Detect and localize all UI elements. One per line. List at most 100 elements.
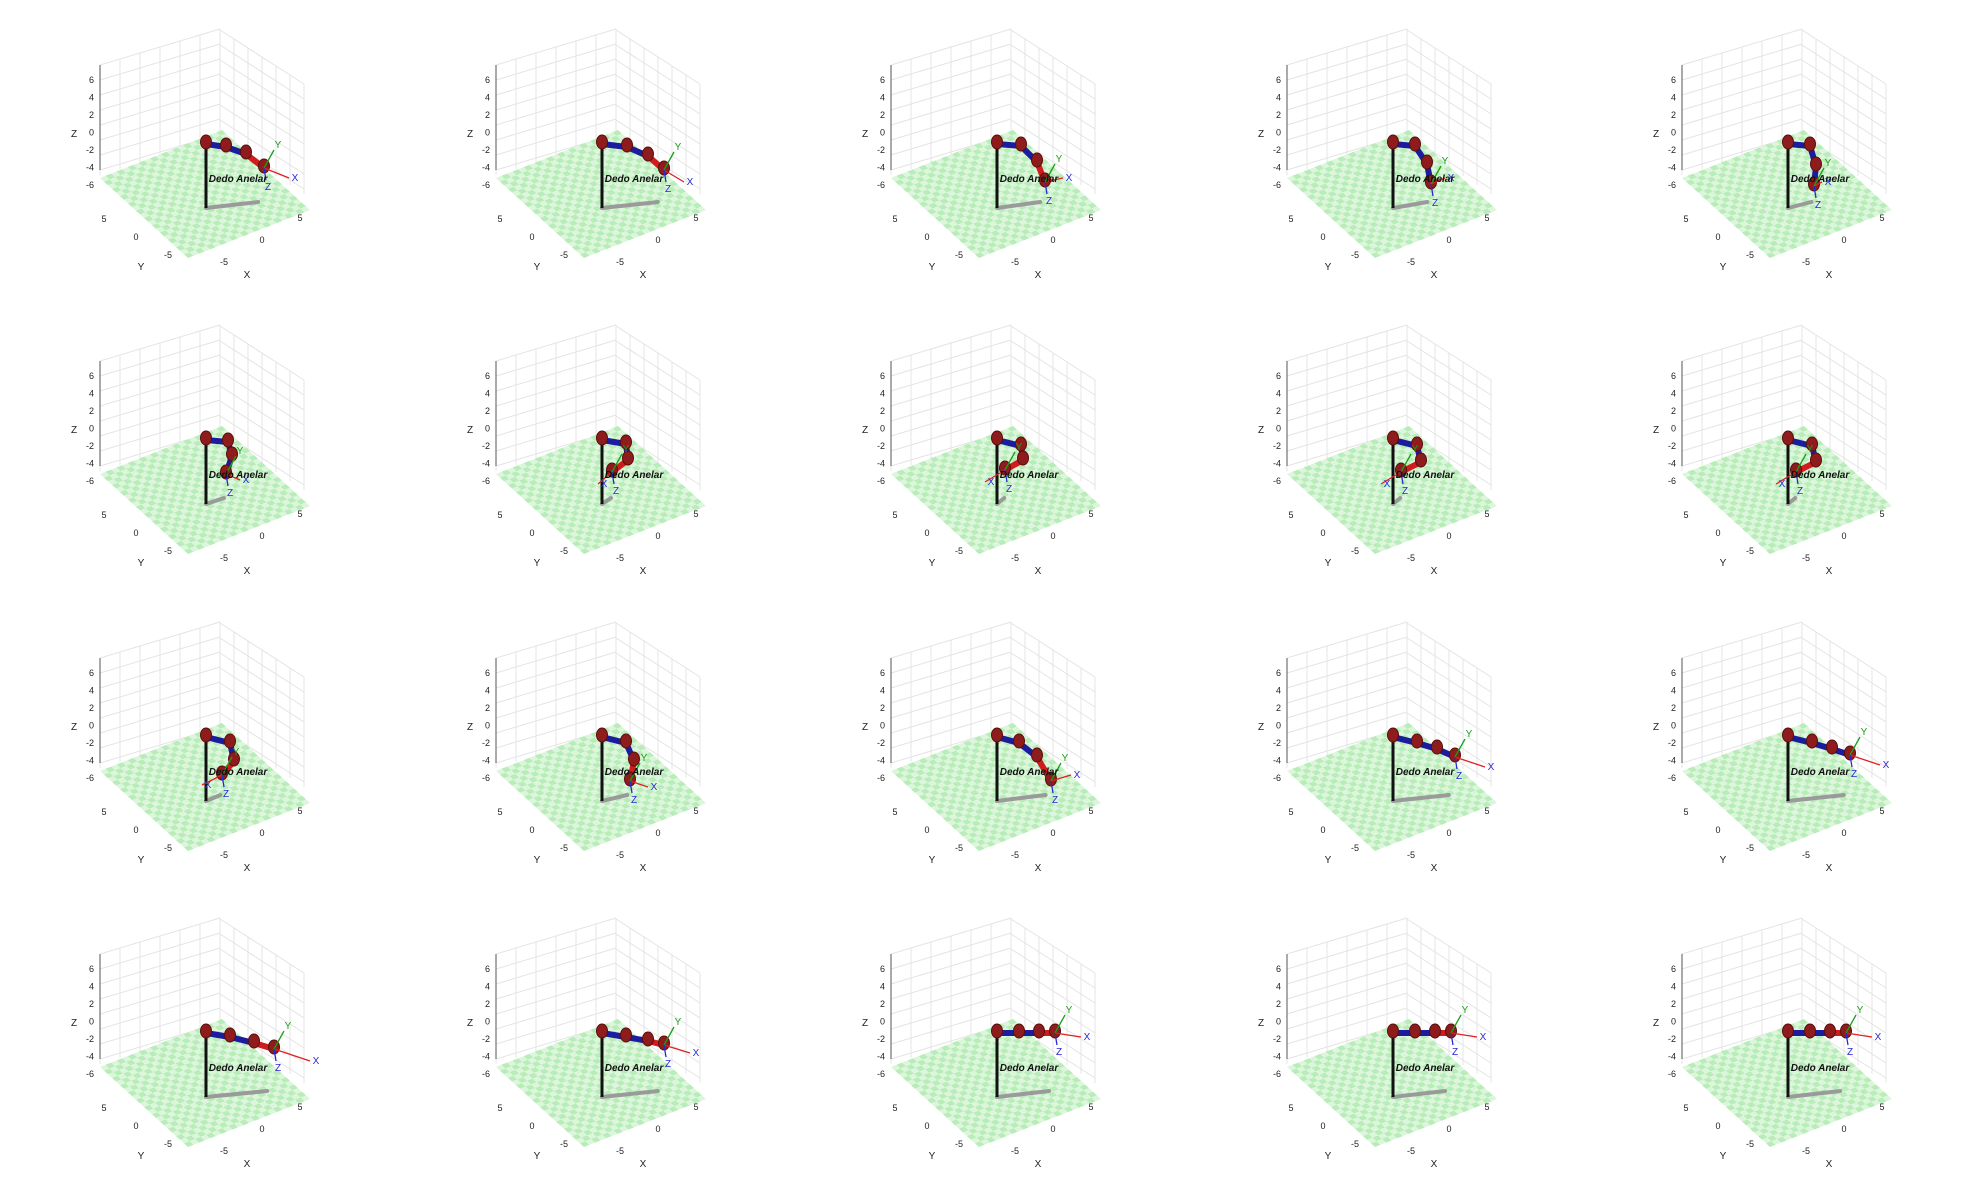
floor-tile — [602, 482, 612, 489]
floor-tile — [195, 450, 205, 457]
floor-tile — [1012, 502, 1022, 509]
floor-tile — [272, 477, 282, 483]
floor-tile — [972, 502, 982, 509]
joint — [1015, 136, 1028, 152]
floor-tile — [1793, 168, 1804, 175]
floor-tile — [1368, 538, 1378, 545]
floor-tile — [1024, 196, 1035, 202]
floor-tile — [918, 461, 929, 467]
floor-tile — [612, 166, 622, 173]
floor-tile — [1734, 223, 1744, 229]
floor-tile — [614, 196, 624, 203]
floor-tile — [1354, 497, 1365, 504]
floor-tile — [634, 511, 644, 518]
floor-tile — [1746, 212, 1757, 219]
floor-tile — [564, 512, 574, 519]
floor-tile — [636, 224, 647, 231]
floor-tile — [1348, 463, 1359, 470]
floor-tile — [539, 179, 549, 186]
floor-tile — [955, 472, 966, 479]
floor-tile — [980, 250, 991, 256]
z-tick-label: -4 — [877, 163, 885, 173]
joint — [1782, 134, 1795, 150]
floor-tile — [630, 154, 641, 160]
floor-tile — [580, 173, 591, 180]
floor-tile — [172, 220, 183, 226]
floor-tile — [188, 494, 198, 501]
floor-tile — [227, 183, 237, 189]
floor-tile — [632, 184, 642, 191]
floor-tile — [1432, 503, 1442, 510]
floor-tile — [671, 205, 681, 212]
floor-tile — [957, 445, 968, 452]
floor-tile — [939, 162, 950, 168]
floor-tile — [1819, 220, 1829, 227]
floor-tile — [975, 252, 985, 258]
grid-line — [495, 118, 616, 156]
floor-tile — [576, 502, 587, 509]
floor-tile — [928, 462, 938, 469]
floor-tile — [1414, 219, 1424, 226]
floor-tile — [1830, 180, 1840, 186]
floor-tile — [1372, 225, 1383, 232]
floor-tile — [1379, 238, 1389, 245]
grid-line — [495, 103, 616, 141]
pose-panel: 6 4 2 0 -2 -4 -6 Z 5 0 -5 Y -5 0 5 X X Y Z Dedo Anelar — [1187, 296, 1583, 592]
floor-tile — [1458, 498, 1469, 505]
z-tick-label: 4 — [880, 389, 885, 399]
floor-tile — [1012, 185, 1023, 192]
floor-tile — [628, 217, 639, 224]
floor-tile — [1064, 196, 1075, 202]
floor-tile — [934, 475, 945, 482]
floor-tile — [1342, 190, 1353, 197]
floor-tile — [1379, 498, 1389, 505]
floor-tile — [226, 500, 237, 507]
floor-tile — [626, 482, 637, 489]
floor-tile — [673, 215, 684, 221]
floor-tile — [1368, 206, 1378, 213]
floor-tile — [635, 230, 645, 237]
floor-tile — [551, 450, 561, 457]
floor-tile — [1055, 210, 1066, 216]
floor-tile — [556, 188, 567, 194]
grid-line — [99, 118, 221, 156]
grid-line — [1010, 385, 1096, 441]
grid-line — [219, 325, 305, 381]
floor-tile — [982, 150, 992, 157]
floor-tile — [639, 472, 649, 479]
floor-tile — [632, 220, 643, 227]
floor-tile — [668, 180, 678, 187]
floor-tile — [154, 196, 164, 202]
floor-tile — [214, 156, 224, 163]
floor-tile — [988, 220, 998, 227]
floor-tile — [1372, 448, 1382, 455]
floor-tile — [1380, 196, 1391, 202]
floor-tile — [1436, 470, 1446, 477]
floor-tile — [529, 495, 539, 502]
floor-tile — [1449, 512, 1460, 518]
floor-tile — [1340, 477, 1350, 483]
floor-tile — [1348, 203, 1359, 210]
floor-tile — [565, 210, 576, 217]
floor-tile — [637, 182, 648, 189]
floor-tile — [553, 459, 564, 466]
floor-tile — [1821, 194, 1832, 200]
joint — [1408, 136, 1421, 152]
floor-tile — [1292, 173, 1302, 180]
floor-tile — [151, 207, 161, 214]
floor-tile — [688, 199, 698, 205]
floor-tile — [601, 243, 612, 250]
floor-tile — [516, 469, 526, 475]
floor-tile — [1419, 144, 1429, 151]
floor-tile — [630, 486, 641, 493]
floor-tile — [180, 248, 190, 255]
floor-tile — [582, 240, 593, 247]
floor-tile — [999, 159, 1010, 165]
floor-tile — [665, 207, 676, 214]
floor-tile — [646, 464, 657, 471]
floor-tile — [228, 494, 238, 501]
floor-tile — [171, 204, 182, 211]
floor-tile — [149, 177, 159, 184]
floor-tile — [209, 491, 219, 498]
